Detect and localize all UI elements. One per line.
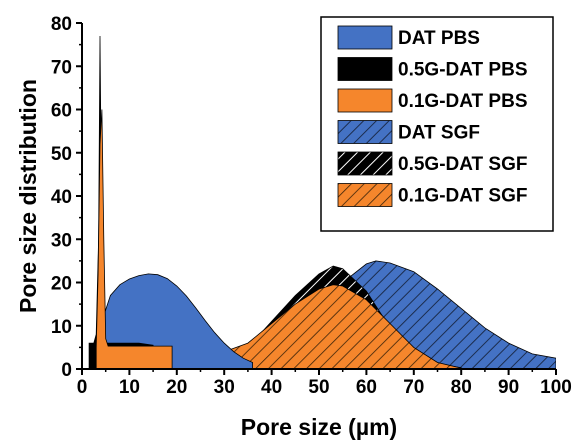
x-tick-label: 70 [403, 377, 424, 398]
legend-label-0-1g-dat-sgf: 0.1G-DAT SGF [398, 186, 528, 207]
legend-label-dat-pbs: DAT PBS [398, 28, 480, 49]
series-area-0-1g-dat-sgf [200, 284, 462, 369]
legend-label-0-1g-dat-pbs: 0.1G-DAT PBS [398, 91, 528, 112]
legend-label-dat-sgf: DAT SGF [398, 123, 480, 144]
legend-swatch-0-1g-dat-sgf [337, 183, 393, 207]
x-tick-label: 10 [119, 377, 140, 398]
series-area-0-1g-dat-pbs [95, 109, 173, 369]
legend-swatch-0-5g-dat-sgf [337, 151, 393, 176]
y-tick-label: 60 [51, 101, 72, 122]
x-tick-label: 0 [77, 377, 88, 398]
legend-label-0-5g-dat-sgf: 0.5G-DAT SGF [398, 154, 528, 175]
y-tick-label: 70 [51, 57, 72, 78]
axes [76, 22, 557, 375]
x-tick-label: 30 [214, 377, 235, 398]
x-tick-label: 60 [356, 377, 377, 398]
legend-swatch-dat-sgf [337, 120, 393, 144]
legend-swatch-0-1g-dat-pbs [337, 88, 393, 113]
legend-swatch-dat-pbs [337, 25, 393, 50]
y-tick-label: 40 [51, 187, 72, 208]
x-axis-title: Pore size (µm) [241, 414, 397, 440]
tick-labels: 0 10 20 30 40 50 60 70 80 90 100 0 10 20 30 40 50 60 70 80 [51, 14, 572, 398]
legend-label-0-5g-dat-pbs: 0.5G-DAT PBS [398, 60, 528, 81]
y-axis-title: Pore size distribution [15, 79, 41, 313]
x-tick-label: 20 [166, 377, 187, 398]
y-tick-label: 10 [51, 317, 72, 338]
y-tick-label: 80 [51, 14, 72, 35]
legend: DAT PBS 0.5G-DAT PBS 0.1G-DAT PBS DAT SGF 0.… [320, 16, 554, 232]
y-tick-label: 50 [51, 144, 72, 165]
x-tick-label: 50 [308, 377, 329, 398]
x-tick-label: 80 [451, 377, 472, 398]
y-tick-label: 20 [51, 274, 72, 295]
y-tick-label: 30 [51, 230, 72, 251]
series-layer [88, 35, 556, 369]
y-tick-label: 0 [61, 360, 72, 381]
legend-swatch-0-5g-dat-pbs [337, 57, 393, 81]
x-tick-label: 40 [261, 377, 282, 398]
x-tick-label: 90 [498, 377, 519, 398]
x-tick-label: 100 [540, 377, 572, 398]
